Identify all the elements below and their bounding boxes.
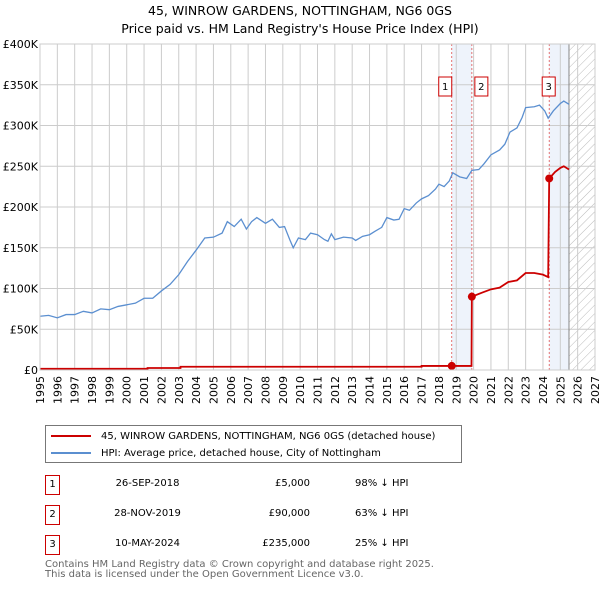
x-tick-label: 2001 bbox=[138, 376, 151, 404]
transaction-row: 3 10-MAY-2024 £235,000 25% ↓ HPI bbox=[45, 535, 465, 555]
x-tick-label: 2023 bbox=[520, 376, 533, 404]
x-tick-label: 2014 bbox=[364, 376, 377, 404]
x-tick-label: 2024 bbox=[537, 376, 550, 404]
x-tick-label: 1997 bbox=[69, 376, 82, 404]
x-tick-label: 2027 bbox=[589, 376, 600, 404]
transaction-date: 26-SEP-2018 bbox=[115, 478, 180, 489]
plot-frame bbox=[39, 43, 596, 371]
transaction-hpi: 25% ↓ HPI bbox=[355, 538, 409, 549]
y-tick-label: £50K bbox=[10, 323, 39, 336]
legend: 45, WINROW GARDENS, NOTTINGHAM, NG6 0GS … bbox=[45, 425, 462, 463]
x-tick-label: 2005 bbox=[207, 376, 220, 404]
y-tick-label: £0 bbox=[24, 364, 38, 377]
legend-hpi-swatch bbox=[51, 452, 91, 454]
transaction-hpi: 63% ↓ HPI bbox=[355, 508, 409, 519]
x-tick-label: 1999 bbox=[103, 376, 116, 404]
y-tick-label: £200K bbox=[3, 201, 39, 214]
y-tick-label: £350K bbox=[3, 79, 39, 92]
x-tick-label: 2018 bbox=[433, 376, 446, 404]
x-tick-label: 2017 bbox=[416, 376, 429, 404]
transaction-date: 28-NOV-2019 bbox=[114, 508, 181, 519]
x-tick-label: 2025 bbox=[554, 376, 567, 404]
y-tick-label: £300K bbox=[3, 120, 39, 133]
x-tick-label: 2016 bbox=[398, 376, 411, 404]
price-line bbox=[40, 165, 570, 370]
x-tick-label: 2012 bbox=[329, 376, 342, 404]
x-tick-label: 1995 bbox=[34, 376, 47, 404]
x-tick-label: 2007 bbox=[242, 376, 255, 404]
y-tick-label: £250K bbox=[3, 160, 39, 173]
x-tick-label: 2000 bbox=[121, 376, 134, 404]
x-tick-label: 2004 bbox=[190, 376, 203, 404]
chart-title: 45, WINROW GARDENS, NOTTINGHAM, NG6 0GS bbox=[148, 3, 452, 18]
transaction-price: £5,000 bbox=[275, 478, 310, 489]
x-tick-label: 2002 bbox=[155, 376, 168, 404]
x-tick-label: 2009 bbox=[277, 376, 290, 404]
legend-hpi-label: HPI: Average price, detached house, City… bbox=[101, 447, 381, 459]
x-tick-label: 2022 bbox=[502, 376, 515, 404]
sale-point bbox=[467, 292, 476, 301]
x-tick-label: 1998 bbox=[86, 376, 99, 404]
sale-label: 2 bbox=[478, 82, 484, 93]
sale-label-box bbox=[474, 76, 489, 97]
transaction-row: 2 28-NOV-2019 £90,000 63% ↓ HPI bbox=[45, 505, 465, 525]
transaction-price: £90,000 bbox=[268, 508, 310, 519]
x-tick-label: 1996 bbox=[51, 376, 64, 404]
y-tick-label: £150K bbox=[3, 242, 39, 255]
transaction-price: £235,000 bbox=[262, 538, 310, 549]
price-chart: 1995 1996 1997 1998 1999 2000 2001 2002 2003 2004… bbox=[3, 38, 600, 404]
transaction-marker: 1 bbox=[45, 475, 60, 495]
x-tick-label: 2026 bbox=[572, 376, 585, 404]
sale-label-box bbox=[438, 76, 453, 97]
transaction-marker: 2 bbox=[45, 505, 60, 525]
sale-label-box bbox=[541, 76, 556, 97]
y-tick-label: £100K bbox=[3, 283, 39, 296]
transaction-hpi: 98% ↓ HPI bbox=[355, 478, 409, 489]
x-tick-label: 2006 bbox=[225, 376, 238, 404]
sale-point bbox=[447, 361, 456, 370]
x-tick-label: 2015 bbox=[381, 376, 394, 404]
x-tick-label: 2021 bbox=[485, 376, 498, 404]
transaction-date: 10-MAY-2024 bbox=[114, 538, 180, 549]
x-tick-label: 2010 bbox=[294, 376, 307, 404]
x-tick-label: 2008 bbox=[259, 376, 272, 404]
x-tick-label: 2011 bbox=[312, 376, 325, 404]
sale-label: 3 bbox=[546, 82, 552, 93]
hpi-line bbox=[39, 100, 570, 319]
chart-subtitle: Price paid vs. HM Land Registry's House … bbox=[121, 21, 479, 36]
transaction-marker: 3 bbox=[45, 535, 60, 555]
legend-price-swatch bbox=[51, 435, 91, 437]
footer-copyright: Contains HM Land Registry data © Crown c… bbox=[45, 559, 434, 570]
transaction-row: 1 26-SEP-2018 £5,000 98% ↓ HPI bbox=[45, 475, 465, 495]
x-tick-label: 2003 bbox=[173, 376, 186, 404]
x-tick-label: 2013 bbox=[346, 376, 359, 404]
footer: Contains HM Land Registry data © Crown c… bbox=[45, 560, 434, 580]
y-tick-label: £400K bbox=[3, 38, 39, 51]
footer-licence: This data is licensed under the Open Gov… bbox=[45, 569, 364, 580]
sale-label: 1 bbox=[442, 82, 448, 93]
legend-price-label: 45, WINROW GARDENS, NOTTINGHAM, NG6 0GS … bbox=[101, 430, 436, 442]
x-tick-label: 2020 bbox=[468, 376, 481, 404]
x-tick-label: 2019 bbox=[450, 376, 463, 404]
sale-point bbox=[545, 174, 554, 183]
